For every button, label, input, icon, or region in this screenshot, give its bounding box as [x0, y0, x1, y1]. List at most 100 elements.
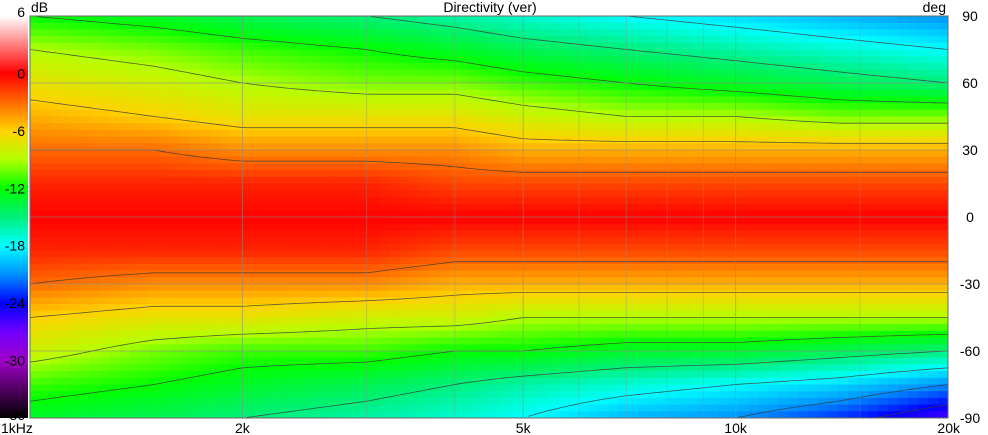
- heatmap-cell: [169, 344, 181, 352]
- heatmap-cell: [628, 304, 640, 312]
- heatmap-cell: [558, 190, 570, 198]
- heatmap-cell: [498, 89, 510, 97]
- heatmap-cell: [518, 304, 530, 312]
- heatmap-cell: [668, 270, 680, 278]
- heatmap-cell: [688, 263, 700, 272]
- heatmap-cell: [89, 116, 101, 124]
- heatmap-cell: [259, 76, 271, 84]
- heatmap-cell: [329, 116, 340, 124]
- heatmap-cell: [229, 217, 241, 225]
- heatmap-cell: [349, 196, 360, 205]
- heatmap-cell: [289, 42, 301, 51]
- heatmap-cell: [728, 83, 740, 91]
- heatmap-cell: [169, 290, 181, 298]
- heatmap-cell: [808, 250, 819, 258]
- heatmap-cell: [189, 203, 201, 211]
- heatmap-cell: [638, 243, 650, 252]
- heatmap-cell: [858, 109, 869, 118]
- heatmap-cell: [698, 270, 710, 278]
- heatmap-cell: [109, 263, 121, 272]
- heatmap-cell: [618, 49, 630, 57]
- heatmap-cell: [668, 103, 680, 111]
- heatmap-cell: [319, 324, 330, 332]
- heatmap-cell: [548, 96, 560, 104]
- heatmap-cell: [179, 257, 191, 265]
- heatmap-cell: [419, 29, 430, 37]
- heatmap-cell: [578, 411, 590, 418]
- heatmap-cell: [49, 357, 61, 365]
- heatmap-cell: [439, 89, 450, 97]
- heatmap-cell: [678, 16, 690, 24]
- heatmap-cell: [489, 364, 500, 372]
- heatmap-cell: [758, 136, 769, 144]
- heatmap-cell: [698, 217, 710, 225]
- heatmap-cell: [329, 237, 340, 245]
- heatmap-cell: [738, 330, 750, 339]
- heatmap-cell: [618, 230, 630, 238]
- heatmap-cell: [588, 116, 600, 124]
- heatmap-cell: [59, 337, 71, 345]
- heatmap-cell: [469, 69, 480, 77]
- heatmap-cell: [818, 210, 829, 218]
- heatmap-cell: [219, 176, 231, 185]
- heatmap-cell: [828, 357, 839, 365]
- heatmap-cell: [299, 344, 310, 352]
- heatmap-cell: [269, 36, 281, 44]
- heatmap-cell: [329, 304, 340, 312]
- heatmap-cell: [229, 136, 241, 144]
- heatmap-cell: [139, 364, 151, 372]
- heatmap-cell: [758, 257, 769, 265]
- heatmap-cell: [449, 357, 460, 365]
- heatmap-cell: [329, 156, 340, 164]
- heatmap-cell: [149, 42, 161, 51]
- heatmap-cell: [269, 156, 281, 164]
- heatmap-cell: [568, 377, 580, 386]
- heatmap-cell: [648, 243, 660, 252]
- heatmap-cell: [648, 36, 660, 44]
- heatmap-cell: [369, 143, 380, 151]
- heatmap-cell: [628, 22, 640, 30]
- heatmap-cell: [648, 384, 660, 392]
- heatmap-cell: [638, 16, 650, 24]
- heatmap-cell: [828, 109, 839, 118]
- heatmap-cell: [698, 203, 710, 211]
- heatmap-cell: [538, 62, 550, 71]
- heatmap-cell: [149, 317, 161, 325]
- heatmap-cell: [49, 143, 61, 151]
- heatmap-cell: [69, 62, 81, 71]
- heatmap-cell: [788, 404, 799, 412]
- heatmap-cell: [139, 237, 151, 245]
- heatmap-cell: [818, 391, 829, 399]
- heatmap-cell: [738, 203, 750, 211]
- heatmap-cell: [738, 36, 750, 44]
- heatmap-cell: [219, 109, 231, 118]
- heatmap-cell: [688, 364, 700, 372]
- heatmap-cell: [738, 344, 750, 352]
- heatmap-cell: [798, 170, 809, 178]
- heatmap-cell: [748, 397, 760, 406]
- heatmap-cell: [638, 351, 650, 359]
- heatmap-cell: [429, 324, 440, 332]
- heatmap-cell: [489, 190, 500, 198]
- heatmap-cell: [279, 404, 291, 412]
- heatmap-cell: [538, 196, 550, 205]
- heatmap-cell: [379, 310, 390, 319]
- heatmap-cell: [109, 83, 121, 91]
- heatmap-cell: [858, 103, 869, 111]
- heatmap-cell: [728, 170, 740, 178]
- heatmap-cell: [838, 76, 849, 84]
- heatmap-cell: [648, 56, 660, 64]
- heatmap-cell: [429, 290, 440, 298]
- heatmap-cell: [758, 223, 769, 231]
- heatmap-cell: [229, 391, 241, 399]
- heatmap-cell: [748, 351, 760, 359]
- heatmap-cell: [219, 377, 231, 386]
- heatmap-cell: [558, 129, 570, 138]
- heatmap-cell: [588, 136, 600, 144]
- heatmap-cell: [738, 284, 750, 292]
- heatmap-cell: [758, 123, 769, 131]
- heatmap-cell: [698, 16, 710, 24]
- heatmap-cell: [79, 136, 91, 144]
- heatmap-cell: [369, 284, 380, 292]
- heatmap-cell: [219, 391, 231, 399]
